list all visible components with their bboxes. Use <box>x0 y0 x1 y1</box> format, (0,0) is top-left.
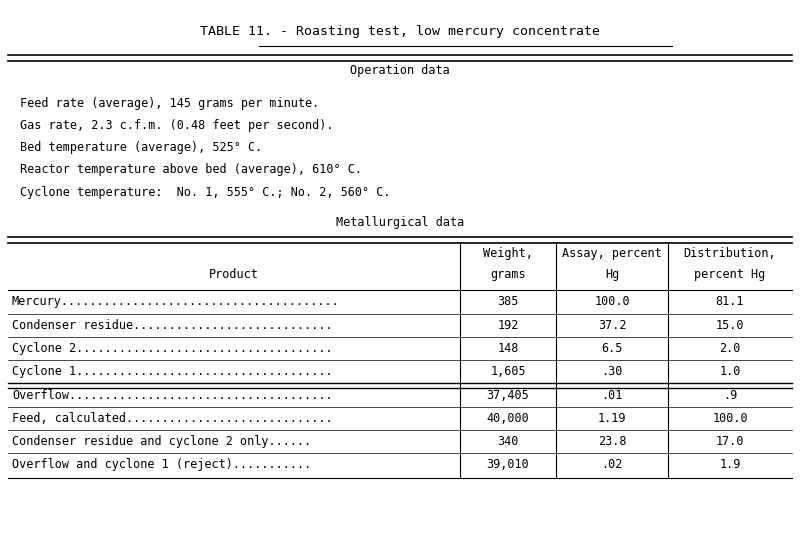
Text: .01: .01 <box>602 388 622 402</box>
Text: 15.0: 15.0 <box>716 319 744 332</box>
Text: 2.0: 2.0 <box>719 342 741 355</box>
Text: Reactor temperature above bed (average), 610° C.: Reactor temperature above bed (average),… <box>20 163 362 176</box>
Text: .02: .02 <box>602 458 622 471</box>
Text: 81.1: 81.1 <box>716 295 744 309</box>
Text: percent Hg: percent Hg <box>694 268 766 281</box>
Text: 1.9: 1.9 <box>719 458 741 471</box>
Text: grams: grams <box>490 268 526 281</box>
Text: 1,605: 1,605 <box>490 365 526 378</box>
Text: Bed temperature (average), 525° C.: Bed temperature (average), 525° C. <box>20 141 262 154</box>
Text: .30: .30 <box>602 365 622 378</box>
Text: Feed rate (average), 145 grams per minute.: Feed rate (average), 145 grams per minut… <box>20 97 319 110</box>
Text: Operation data: Operation data <box>350 64 450 76</box>
Text: Product: Product <box>209 268 259 281</box>
Text: Metallurgical data: Metallurgical data <box>336 216 464 229</box>
Text: Condenser residue............................: Condenser residue.......................… <box>12 319 333 332</box>
Text: Cyclone temperature:  No. 1, 555° C.; No. 2, 560° C.: Cyclone temperature: No. 1, 555° C.; No.… <box>20 186 390 198</box>
Text: 100.0: 100.0 <box>712 412 748 425</box>
Text: Cyclone 2....................................: Cyclone 2...............................… <box>12 342 333 355</box>
Text: 40,000: 40,000 <box>486 412 530 425</box>
Text: Overflow.....................................: Overflow................................… <box>12 388 333 402</box>
Text: Weight,: Weight, <box>483 247 533 260</box>
Text: Cyclone 1....................................: Cyclone 1...............................… <box>12 365 333 378</box>
Text: Gas rate, 2.3 c.f.m. (0.48 feet per second).: Gas rate, 2.3 c.f.m. (0.48 feet per seco… <box>20 119 334 132</box>
Text: TABLE 11. - Roasting test, low mercury concentrate: TABLE 11. - Roasting test, low mercury c… <box>200 25 600 38</box>
Text: 1.19: 1.19 <box>598 412 626 425</box>
Text: Overflow and cyclone 1 (reject)...........: Overflow and cyclone 1 (reject).........… <box>12 458 311 471</box>
Text: 39,010: 39,010 <box>486 458 530 471</box>
Text: Condenser residue and cyclone 2 only......: Condenser residue and cyclone 2 only....… <box>12 435 311 448</box>
Text: Feed, calculated.............................: Feed, calculated........................… <box>12 412 333 425</box>
Text: 6.5: 6.5 <box>602 342 622 355</box>
Text: 23.8: 23.8 <box>598 435 626 448</box>
Text: Mercury.......................................: Mercury.................................… <box>12 295 340 309</box>
Text: 340: 340 <box>498 435 518 448</box>
Text: 1.0: 1.0 <box>719 365 741 378</box>
Text: 385: 385 <box>498 295 518 309</box>
Text: 37.2: 37.2 <box>598 319 626 332</box>
Text: Assay, percent: Assay, percent <box>562 247 662 260</box>
Text: 148: 148 <box>498 342 518 355</box>
Text: .9: .9 <box>723 388 737 402</box>
Text: Distribution,: Distribution, <box>684 247 776 260</box>
Text: 37,405: 37,405 <box>486 388 530 402</box>
Text: 192: 192 <box>498 319 518 332</box>
Text: 17.0: 17.0 <box>716 435 744 448</box>
Text: 100.0: 100.0 <box>594 295 630 309</box>
Text: Hg: Hg <box>605 268 619 281</box>
